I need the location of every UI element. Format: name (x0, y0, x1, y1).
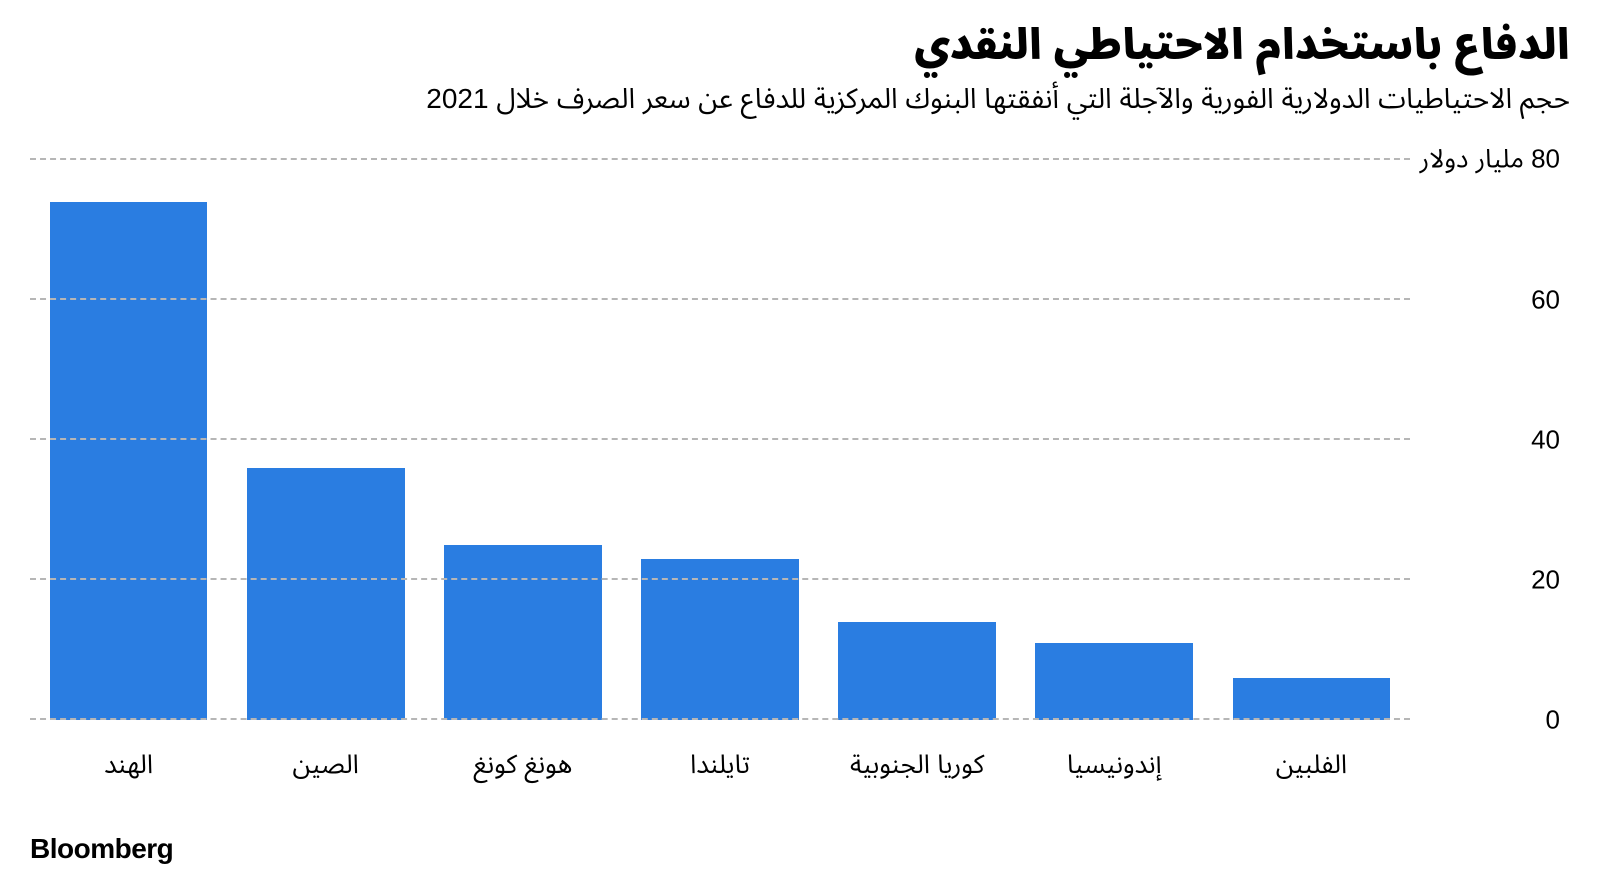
y-tick-label: 0 (1410, 705, 1560, 736)
bars-group (30, 160, 1410, 720)
chart-title: الدفاع باستخدام الاحتياطي النقدي (30, 20, 1570, 70)
chart-header: الدفاع باستخدام الاحتياطي النقدي حجم الا… (30, 20, 1570, 120)
x-tick-label: إندونيسيا (1016, 738, 1213, 793)
gridline (30, 158, 1410, 160)
plot-area: 020406080 مليار دولار (30, 160, 1410, 720)
gridline (30, 718, 1410, 720)
bar (50, 202, 208, 720)
x-tick-label: كوريا الجنوبية (819, 738, 1016, 793)
bar (838, 622, 996, 720)
chart-container: 020406080 مليار دولار الهندالصينهونغ كون… (30, 160, 1570, 793)
x-tick-label: تايلندا (621, 738, 818, 793)
gridline (30, 438, 1410, 440)
bar-slot (1213, 160, 1410, 720)
chart-source: Bloomberg (30, 833, 1570, 865)
y-tick-label: 20 (1410, 565, 1560, 596)
x-axis-labels: الهندالصينهونغ كونغتايلنداكوريا الجنوبية… (30, 738, 1410, 793)
x-tick-label: الفلبين (1213, 738, 1410, 793)
gridline (30, 578, 1410, 580)
bar-slot (227, 160, 424, 720)
bar-slot (30, 160, 227, 720)
bar (1035, 643, 1193, 720)
x-tick-label: الصين (227, 738, 424, 793)
bar-slot (621, 160, 818, 720)
bar-slot (819, 160, 1016, 720)
y-tick-label: 60 (1410, 285, 1560, 316)
x-tick-label: الهند (30, 738, 227, 793)
chart-subtitle: حجم الاحتياطيات الدولارية الفورية والآجل… (30, 78, 1570, 120)
bar-slot (424, 160, 621, 720)
bar (247, 468, 405, 720)
y-tick-label: 40 (1410, 425, 1560, 456)
x-tick-label: هونغ كونغ (424, 738, 621, 793)
gridline (30, 298, 1410, 300)
y-tick-label: 80 مليار دولار (1410, 133, 1560, 188)
bar (641, 559, 799, 720)
bar-slot (1016, 160, 1213, 720)
bar (1233, 678, 1391, 720)
bar (444, 545, 602, 720)
